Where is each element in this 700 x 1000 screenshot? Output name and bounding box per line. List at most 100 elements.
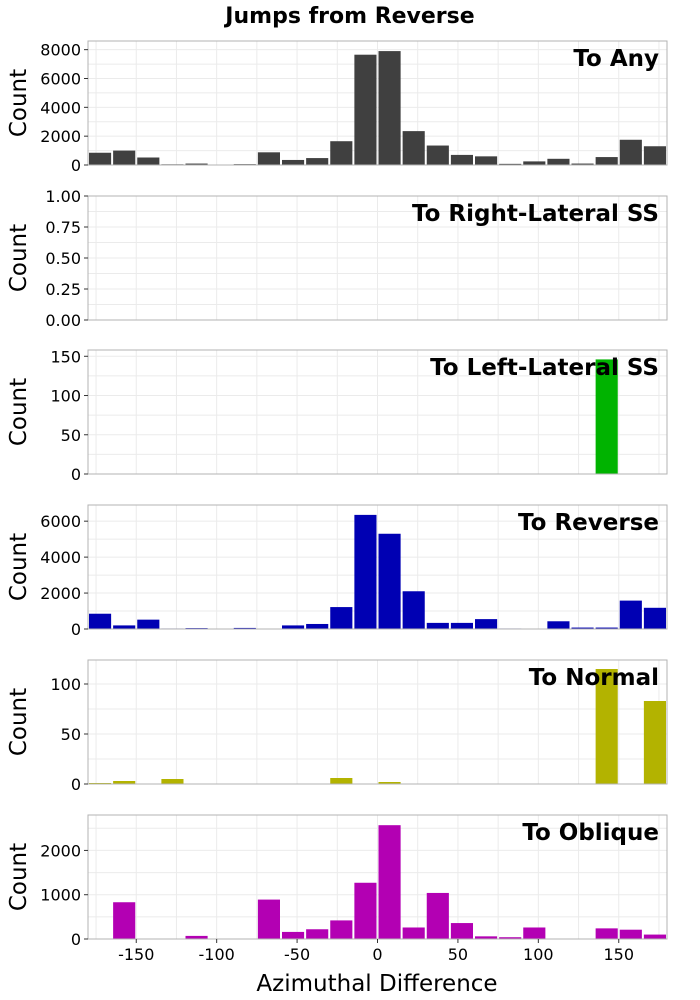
y-axis-label: Count bbox=[6, 688, 32, 756]
panel-frame bbox=[87, 349, 668, 475]
histogram-bar bbox=[643, 934, 666, 939]
histogram-bar bbox=[330, 141, 353, 165]
histogram-bar bbox=[354, 54, 377, 165]
histogram-bar bbox=[571, 627, 594, 629]
histogram-bar bbox=[523, 927, 546, 939]
panel-frame bbox=[87, 659, 668, 785]
histogram-bar bbox=[402, 927, 425, 939]
histogram-bar bbox=[282, 931, 305, 939]
histogram-bar bbox=[450, 154, 473, 165]
histogram-bar bbox=[282, 625, 305, 629]
histogram-bar bbox=[378, 533, 401, 629]
y-tick-label: 150 bbox=[50, 347, 81, 366]
histogram-bar bbox=[378, 782, 401, 784]
x-axis-label: Azimuthal Difference bbox=[256, 971, 497, 997]
panel-1: 0 2000 4000 6000 8000 Count To Any bbox=[6, 40, 668, 175]
histogram-bar bbox=[523, 161, 546, 165]
y-tick-label: 6000 bbox=[40, 69, 81, 88]
histogram-bar bbox=[619, 929, 642, 939]
y-tick-label: 50 bbox=[61, 725, 81, 744]
panel-2: 0.00 0.25 0.50 0.75 1.00 Count To Right-Latera… bbox=[6, 187, 668, 330]
histogram-bar bbox=[306, 158, 329, 165]
histogram-bar bbox=[643, 701, 666, 784]
histogram-bar bbox=[475, 619, 498, 629]
histogram-bar bbox=[450, 923, 473, 939]
histogram-bar bbox=[426, 622, 449, 629]
histogram-bar bbox=[547, 621, 570, 629]
y-tick-label: 2000 bbox=[40, 841, 81, 860]
y-axis-label: Count bbox=[6, 378, 32, 446]
x-tick-label: -50 bbox=[284, 945, 310, 964]
panel-6: 0 1000 2000 Count To Oblique -150 -100 -50 0 50 10… bbox=[6, 814, 668, 964]
panels: 0 2000 4000 6000 8000 Count To Any 0.00 0.25 0.50… bbox=[6, 40, 668, 964]
y-axis-label: Count bbox=[6, 843, 32, 911]
histogram-bar bbox=[402, 591, 425, 629]
y-tick-label: 1000 bbox=[40, 886, 81, 905]
histogram-bar bbox=[426, 892, 449, 939]
histogram-bar bbox=[595, 359, 618, 474]
histogram-bar bbox=[330, 607, 353, 629]
histogram-bar bbox=[619, 600, 642, 629]
y-axis-label: Count bbox=[6, 224, 32, 292]
histogram-bar bbox=[547, 158, 570, 165]
histogram-bar bbox=[499, 163, 522, 165]
histogram-bar bbox=[113, 625, 136, 629]
y-tick-label: 0 bbox=[71, 465, 81, 484]
histogram-bar bbox=[233, 627, 256, 629]
histogram-bar bbox=[475, 936, 498, 939]
panel-frame bbox=[87, 40, 668, 166]
y-tick-label: 100 bbox=[50, 675, 81, 694]
y-tick-label: 0.25 bbox=[45, 280, 81, 299]
histogram-bar bbox=[475, 156, 498, 165]
y-tick-label: 0 bbox=[71, 620, 81, 639]
histogram-bar bbox=[137, 619, 160, 629]
histogram-bar bbox=[185, 163, 208, 165]
histogram-bar bbox=[89, 613, 112, 629]
y-tick-label: 6000 bbox=[40, 512, 81, 531]
histogram-bar bbox=[113, 150, 136, 165]
histogram-bar bbox=[499, 937, 522, 939]
y-tick-label: 100 bbox=[50, 387, 81, 406]
histogram-bar bbox=[426, 145, 449, 165]
histogram-bar bbox=[643, 607, 666, 629]
histogram-bar bbox=[378, 825, 401, 939]
histogram-bar bbox=[161, 779, 184, 784]
panel-frame bbox=[87, 504, 668, 630]
histogram-bar bbox=[113, 902, 136, 939]
histogram-bar bbox=[257, 152, 280, 165]
panel-5: 0 50 100 Count To Normal bbox=[6, 659, 668, 794]
y-axis-label: Count bbox=[6, 533, 32, 601]
y-tick-label: 0.50 bbox=[45, 249, 81, 268]
y-tick-label: 2000 bbox=[40, 584, 81, 603]
histogram-bar bbox=[595, 627, 618, 629]
histogram-bar bbox=[571, 163, 594, 165]
figure-title: Jumps from Reverse bbox=[223, 4, 474, 29]
histogram-bar bbox=[330, 778, 353, 784]
x-tick-label: -100 bbox=[199, 945, 235, 964]
histogram-bar bbox=[643, 146, 666, 165]
y-tick-label: 1.00 bbox=[45, 187, 81, 206]
x-tick-label: 50 bbox=[448, 945, 468, 964]
x-tick-label: 150 bbox=[603, 945, 634, 964]
y-tick-label: 0 bbox=[71, 930, 81, 949]
histogram-bar bbox=[402, 131, 425, 165]
histogram-bar bbox=[306, 623, 329, 629]
y-tick-label: 0 bbox=[71, 156, 81, 175]
y-tick-label: 4000 bbox=[40, 98, 81, 117]
x-tick-label: 0 bbox=[372, 945, 382, 964]
panel-title: To Normal bbox=[529, 665, 659, 691]
y-tick-label: 0.00 bbox=[45, 311, 81, 330]
y-tick-label: 4000 bbox=[40, 548, 81, 567]
histogram-bar bbox=[306, 929, 329, 939]
y-axis-label: Count bbox=[6, 69, 32, 137]
histogram-bar bbox=[354, 882, 377, 939]
panel-title: To Oblique bbox=[522, 820, 659, 846]
y-tick-label: 2000 bbox=[40, 127, 81, 146]
x-tick-label: 100 bbox=[523, 945, 554, 964]
histogram-bar bbox=[619, 139, 642, 165]
histogram-bar bbox=[185, 935, 208, 939]
histogram-bar bbox=[595, 157, 618, 165]
histogram-bar bbox=[137, 157, 160, 165]
histogram-bar bbox=[450, 622, 473, 629]
histogram-bar bbox=[330, 920, 353, 939]
